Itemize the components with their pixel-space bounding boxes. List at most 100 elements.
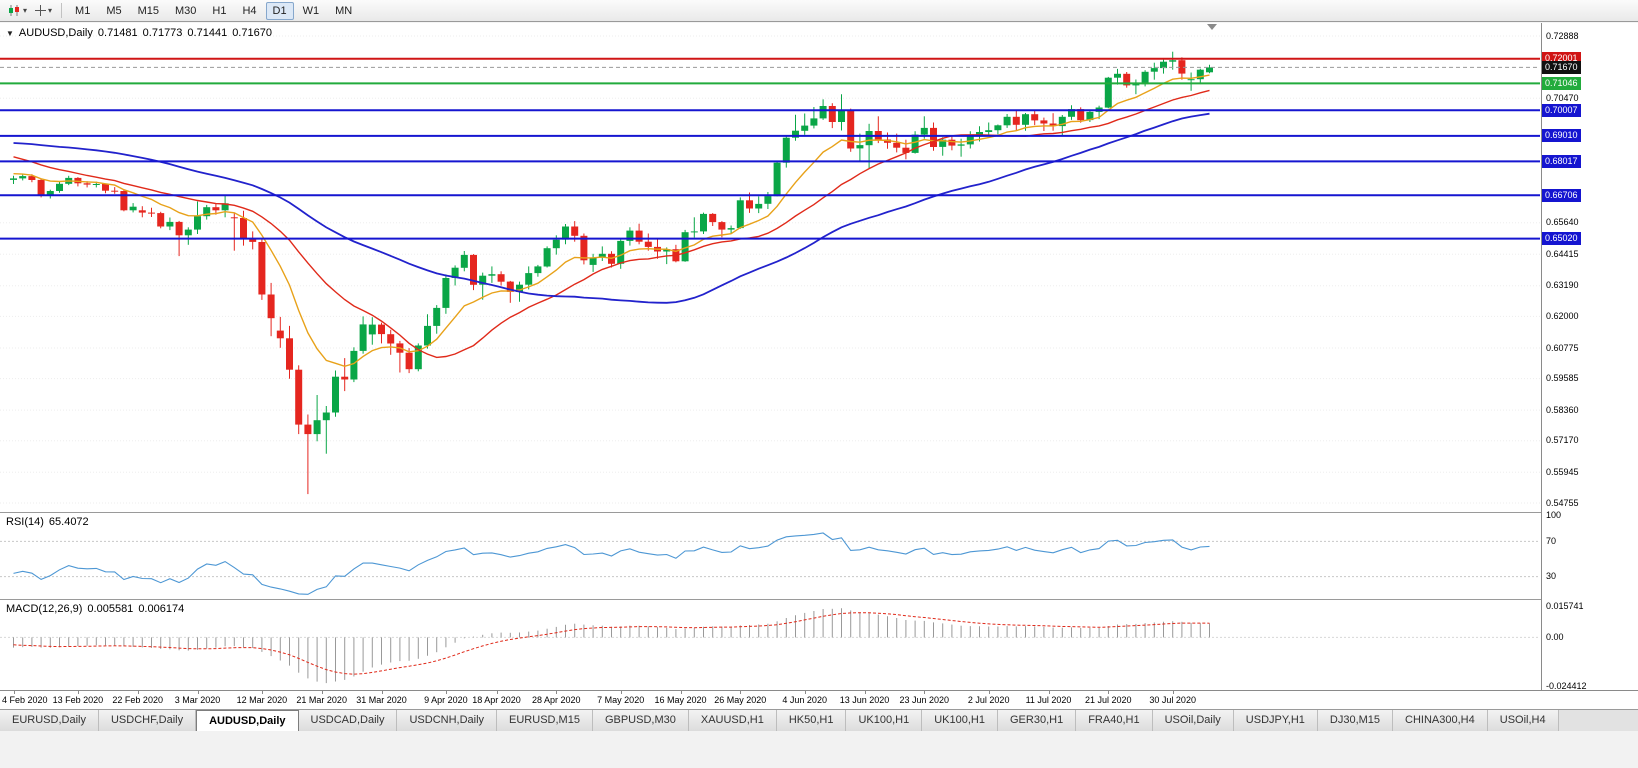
panel-divider[interactable] xyxy=(0,599,1638,600)
panel-divider[interactable] xyxy=(0,512,1638,513)
date-label: 30 Jul 2020 xyxy=(1149,695,1196,705)
price-line-label: 0.65020 xyxy=(1542,232,1581,246)
collapse-arrow-icon[interactable]: ▼ xyxy=(6,29,14,38)
date-label: 11 Jul 2020 xyxy=(1025,695,1072,705)
time-axis-tick xyxy=(197,691,199,694)
candle xyxy=(562,224,569,245)
candle xyxy=(792,114,799,141)
price-axis-tick: 0.58360 xyxy=(1546,404,1579,415)
chart-tab-uk100-h1[interactable]: UK100,H1 xyxy=(922,710,998,731)
timeframe-button-m1[interactable]: M1 xyxy=(75,4,91,17)
macd-signal-line[interactable] xyxy=(13,612,1210,675)
crosshair-icon xyxy=(35,5,47,16)
chart-shift-marker-icon[interactable] xyxy=(1207,24,1217,30)
candle xyxy=(56,182,63,193)
chart-window: ▼ AUDUSD,Daily 0.71481 0.71773 0.71441 0.7167… xyxy=(0,23,1638,709)
candle xyxy=(985,122,993,136)
chart-tab-eurusd-m15[interactable]: EURUSD,M15 xyxy=(497,710,593,731)
timeframe-button-m30[interactable]: M30 xyxy=(175,4,197,17)
candle xyxy=(1003,114,1011,128)
chart-tab-usdcad-daily[interactable]: USDCAD,Daily xyxy=(298,710,398,731)
symbol-title: AUDUSD,Daily xyxy=(18,27,93,39)
price-line-label: 0.71046 xyxy=(1542,76,1581,90)
candle xyxy=(451,265,459,286)
time-axis[interactable]: 4 Feb 2020 13 Feb 2020 22 Feb 2020 3 Mar 20… xyxy=(0,690,1638,709)
candle xyxy=(773,161,781,197)
chart-tab-usdjpy-h1[interactable]: USDJPY,H1 xyxy=(1233,710,1318,731)
candle xyxy=(543,246,551,268)
candle xyxy=(1178,57,1186,80)
time-axis-tick xyxy=(740,691,742,694)
crosshair-button[interactable]: ▾ xyxy=(31,3,55,18)
timeframe-button-d1[interactable]: D1 xyxy=(265,1,294,20)
ma-line-20[interactable] xyxy=(13,89,1210,359)
price-axis-tick: 0.57170 xyxy=(1546,435,1579,446)
rsi-panel-canvas[interactable] xyxy=(0,513,1540,599)
time-axis-tick xyxy=(1172,691,1174,694)
rsi-line[interactable] xyxy=(13,532,1210,595)
chart-tab-xauusd-h1[interactable]: XAUUSD,H1 xyxy=(688,710,777,731)
candlestick-series xyxy=(10,51,1213,495)
candle xyxy=(359,316,367,354)
price-axis-tick: 0.64415 xyxy=(1546,248,1579,259)
chart-tab-ger30-h1[interactable]: GER30,H1 xyxy=(998,710,1077,731)
timeframe-button-m15[interactable]: M15 xyxy=(137,4,159,17)
chart-tab-eurusd-daily[interactable]: EURUSD,Daily xyxy=(0,710,99,731)
macd-panel-canvas[interactable] xyxy=(0,600,1540,689)
candle xyxy=(626,227,634,246)
candle xyxy=(470,254,477,291)
chart-tab-usoil-daily[interactable]: USOil,Daily xyxy=(1152,710,1234,731)
chart-tab-gbpusd-m30[interactable]: GBPUSD,M30 xyxy=(592,710,689,731)
time-axis-tick xyxy=(381,691,383,694)
candle xyxy=(1104,76,1112,109)
timeframe-button-w1[interactable]: W1 xyxy=(302,4,320,17)
timeframe-button-m5[interactable]: M5 xyxy=(106,4,122,17)
time-axis-tick xyxy=(445,691,447,694)
macd-axis-tick: -0.024412 xyxy=(1546,680,1587,691)
time-axis-tick xyxy=(321,691,323,694)
chart-tab-china300-h4[interactable]: CHINA300,H4 xyxy=(1393,710,1488,731)
timeframe-button-h1[interactable]: H1 xyxy=(212,4,227,17)
date-label: 13 Feb 2020 xyxy=(52,695,104,705)
chart-tab-hk50-h1[interactable]: HK50,H1 xyxy=(776,710,847,731)
timeframe-button-mn[interactable]: MN xyxy=(335,4,353,17)
candle xyxy=(129,203,137,213)
chart-tab-dj30-m15[interactable]: DJ30,M15 xyxy=(1317,710,1394,731)
ohlc-open: 0.71481 xyxy=(97,27,138,39)
candle xyxy=(874,116,882,144)
time-axis-tick xyxy=(261,691,263,694)
candle xyxy=(396,340,404,373)
candle xyxy=(368,317,376,345)
chart-tab-usoil-h4[interactable]: USOil,H4 xyxy=(1487,710,1559,731)
chart-tab-uk100-h1[interactable]: UK100,H1 xyxy=(846,710,923,731)
time-axis-tick xyxy=(988,691,990,694)
candle xyxy=(286,325,293,379)
candle xyxy=(120,190,128,212)
chart-tab-audusd-daily[interactable]: AUDUSD,Daily xyxy=(196,710,299,731)
candle xyxy=(194,201,201,234)
candle xyxy=(828,103,836,129)
candle xyxy=(166,217,174,231)
chart-tab-usdchf-daily[interactable]: USDCHF,Daily xyxy=(98,710,197,731)
time-axis-tick xyxy=(77,691,79,694)
ma-line-45[interactable] xyxy=(13,112,1210,304)
price-chart-canvas[interactable] xyxy=(0,23,1540,512)
time-axis-tick xyxy=(1048,691,1050,694)
chart-tab-fra40-h1[interactable]: FRA40,H1 xyxy=(1076,710,1153,731)
candle xyxy=(1040,117,1048,131)
candle xyxy=(1068,105,1075,120)
date-label: 13 Jun 2020 xyxy=(839,695,890,705)
timeframe-button-h4[interactable]: H4 xyxy=(242,4,257,17)
candle xyxy=(700,212,707,234)
candle xyxy=(1012,110,1020,131)
ma-line-10[interactable] xyxy=(13,74,1210,368)
candle xyxy=(111,187,119,194)
timeframe-toolbar: M1 M5 M15 M30 H1 H4 D1 W1 MN xyxy=(67,1,360,20)
chevron-down-icon: ▾ xyxy=(23,6,28,15)
candle xyxy=(727,225,735,234)
chart-type-button[interactable]: ▾ xyxy=(4,3,30,18)
chart-tab-usdcnh-daily[interactable]: USDCNH,Daily xyxy=(397,710,498,731)
date-label: 4 Feb 2020 xyxy=(2,695,48,705)
price-axis[interactable]: 0.72888 0.70470 0.65640 0.64415 0.63190 0.620… xyxy=(1541,23,1638,709)
price-axis-tick: 0.62000 xyxy=(1546,310,1579,321)
